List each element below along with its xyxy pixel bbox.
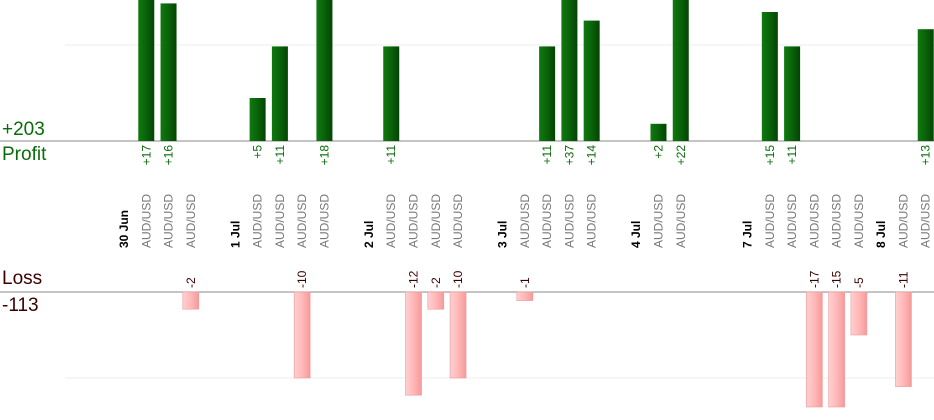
pair-label: AUD/USD <box>429 194 443 248</box>
profit-bar <box>271 46 288 141</box>
loss-bar <box>895 291 912 387</box>
date-label: 3 Jul <box>496 221 510 248</box>
profit-value-label: +14 <box>585 145 599 166</box>
pair-label: AUD/USD <box>785 194 799 248</box>
pair-label: AUD/USD <box>139 194 153 248</box>
profit-label: Profit <box>2 144 47 165</box>
pair-label: AUD/USD <box>830 194 844 248</box>
date-label: 2 Jul <box>362 221 376 248</box>
loss-bar <box>806 291 823 408</box>
profit-bar <box>316 0 333 141</box>
loss-bar <box>516 291 534 301</box>
pair-label: AUD/USD <box>273 194 287 248</box>
pair-label: AUD/USD <box>384 194 398 248</box>
profit-value-label: +15 <box>763 145 777 166</box>
pair-label: AUD/USD <box>919 194 933 248</box>
loss-bar <box>182 291 200 310</box>
loss-value-label: -2 <box>429 277 443 288</box>
loss-value-label: -10 <box>451 270 465 288</box>
profit-bar <box>539 46 556 141</box>
pair-label: AUD/USD <box>651 194 665 248</box>
pair-label: AUD/USD <box>184 194 198 248</box>
profit-value-label: +22 <box>674 145 688 166</box>
profit-total: +203 <box>2 119 45 140</box>
loss-label: Loss <box>2 268 43 289</box>
pair-label: AUD/USD <box>674 194 688 248</box>
loss-bar <box>850 291 868 336</box>
loss-value-label: -10 <box>295 270 309 288</box>
loss-bar <box>405 291 422 396</box>
loss-value-label: -5 <box>852 277 866 288</box>
pair-label: AUD/USD <box>407 194 421 248</box>
profit-value-label: +37 <box>562 145 576 166</box>
pair-label: AUD/USD <box>251 194 265 248</box>
profit-bar <box>917 29 934 142</box>
loss-value-label: -15 <box>830 270 844 288</box>
profit-value-label: +17 <box>139 145 153 166</box>
date-label: 1 Jul <box>228 221 242 248</box>
pair-label: AUD/USD <box>162 194 176 248</box>
loss-total: -113 <box>2 295 39 316</box>
pair-label: AUD/USD <box>852 194 866 248</box>
pair-label: AUD/USD <box>763 194 777 248</box>
pair-label: AUD/USD <box>451 194 465 248</box>
profit-value-label: +11 <box>540 145 554 165</box>
profit-value-label: +11 <box>273 145 287 165</box>
profit-value-label: +18 <box>317 145 331 166</box>
profit-value-label: +11 <box>384 145 398 165</box>
loss-bar <box>449 291 467 379</box>
profit-bar <box>583 20 600 142</box>
loss-value-label: -1 <box>518 277 532 288</box>
loss-value-label: -12 <box>407 270 421 288</box>
loss-bar <box>828 291 845 408</box>
profit-value-label: +13 <box>919 145 933 166</box>
date-label: 7 Jul <box>741 221 755 248</box>
profit-bar <box>249 98 266 141</box>
pair-label: AUD/USD <box>562 194 576 248</box>
profit-bar <box>138 0 155 141</box>
loss-value-label: -11 <box>896 271 910 288</box>
loss-bar <box>293 291 311 379</box>
profit-bar <box>383 46 400 141</box>
pair-label: AUD/USD <box>295 194 309 248</box>
profit-value-label: +16 <box>162 145 176 166</box>
profit-bar <box>761 12 778 141</box>
loss-value-label: -2 <box>184 277 198 288</box>
profit-bar <box>650 123 667 141</box>
profit-bar <box>672 0 689 141</box>
pair-label: AUD/USD <box>540 194 554 248</box>
pair-label: AUD/USD <box>585 194 599 248</box>
profit-bar <box>160 3 177 142</box>
profit-value-label: +11 <box>785 145 799 165</box>
pair-label: AUD/USD <box>317 194 331 248</box>
date-label: 30 Jun <box>117 210 131 248</box>
date-label: 4 Jul <box>629 221 643 248</box>
pair-label: AUD/USD <box>518 194 532 248</box>
pair-label: AUD/USD <box>896 194 910 248</box>
loss-bar <box>427 291 445 310</box>
pair-label: AUD/USD <box>807 194 821 248</box>
profit-value-label: +5 <box>251 145 265 159</box>
profit-value-label: +2 <box>651 145 665 159</box>
profit-bar <box>784 46 801 141</box>
date-label: 8 Jul <box>874 221 888 248</box>
loss-value-label: -17 <box>807 270 821 288</box>
profit-bar <box>561 0 578 141</box>
